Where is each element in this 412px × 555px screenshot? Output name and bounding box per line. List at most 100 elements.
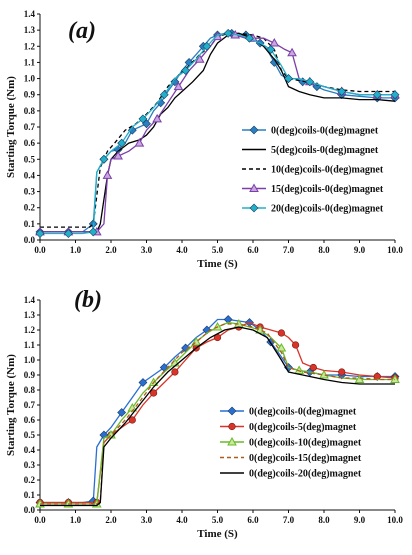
legend-entry-label: 0(deg)coils-10(deg)magnet: [249, 438, 362, 449]
legend-entry-label: 0(deg)coils-20(deg)magnet: [249, 469, 362, 480]
legend: 0(deg)coils-0(deg)magnet 5(deg)coils-0(de…: [242, 126, 384, 215]
data-point: [134, 138, 145, 147]
y-tick-label: 1.2: [24, 325, 36, 335]
series-line: [40, 32, 396, 233]
x-axis-title: Time (S): [197, 258, 238, 270]
legend-swatch-marker: [249, 125, 259, 135]
data-point: [284, 74, 293, 83]
y-tick-label: 0.9: [24, 370, 36, 380]
x-tick-label: 2.0: [105, 245, 117, 255]
y-tick-label: 0.6: [24, 415, 36, 425]
legend-entry-label: 5(deg)coils-0(deg)magnet: [271, 145, 379, 156]
y-axis-title: Starting Torque (Nm): [5, 354, 17, 456]
panel-label: (a): [68, 18, 96, 44]
data-point: [354, 374, 365, 383]
y-tick-label: 0.1: [24, 219, 36, 229]
legend-entry-label: 0(deg)coils-15(deg)magnet: [249, 453, 362, 464]
y-tick-label: 0.8: [24, 385, 36, 395]
data-point: [102, 170, 113, 179]
legend-swatch-marker: [228, 422, 236, 431]
data-point: [337, 87, 347, 96]
x-tick-label: 9.0: [354, 515, 366, 525]
data-point: [294, 365, 305, 374]
legend-swatch-marker: [249, 203, 259, 213]
y-tick-label: 1.3: [24, 310, 36, 320]
y-tick-label: 0.7: [24, 122, 36, 132]
data-point: [292, 341, 300, 349]
y-tick-label: 0.2: [24, 203, 36, 213]
data-point: [117, 408, 127, 417]
y-tick-label: 0.5: [24, 154, 36, 164]
legend: 0(deg)coils-0(deg)magnet 0(deg)coils-5(de…: [220, 407, 362, 480]
data-point: [266, 45, 276, 54]
x-tick-label: 1.0: [70, 515, 82, 525]
data-point: [319, 369, 329, 379]
x-tick-label: 5.0: [212, 245, 224, 255]
data-point: [170, 77, 180, 87]
x-tick-label: 7.0: [283, 515, 295, 525]
y-tick-label: 0.0: [24, 235, 36, 245]
x-tick-label: 8.0: [318, 245, 330, 255]
x-tick-label: 1.0: [70, 245, 82, 255]
x-tick-label: 10.0: [387, 245, 403, 255]
x-tick-label: 6.0: [247, 515, 259, 525]
y-tick-label: 0.0: [24, 505, 36, 515]
data-point: [63, 229, 73, 238]
data-point: [171, 368, 179, 376]
panel-label: (b): [74, 287, 102, 313]
y-tick-label: 1.3: [24, 25, 36, 35]
data-point: [150, 389, 158, 397]
data-point: [99, 154, 109, 164]
x-axis-title: Time (S): [197, 528, 238, 540]
data-point: [35, 229, 45, 238]
y-tick-label: 1.1: [24, 57, 36, 67]
data-point: [245, 33, 254, 43]
data-point: [202, 41, 212, 51]
series-line: [40, 321, 395, 505]
x-tick-label: 8.0: [318, 515, 330, 525]
series-4: [40, 323, 395, 505]
y-tick-label: 0.8: [24, 106, 36, 116]
x-tick-label: 4.0: [176, 245, 188, 255]
y-tick-label: 1.0: [24, 74, 36, 84]
y-tick-label: 0.4: [24, 170, 36, 180]
series-3: [40, 32, 395, 228]
x-tick-label: 9.0: [354, 245, 366, 255]
chart-panel-1: 0.0 0.1 0.2 0.3 0.4 0.5 0.6 0.7 0.8 0.9 1.0 1.1 1.2 1…: [5, 9, 403, 270]
legend-entry-label: 10(deg)coils-0(deg)magnet: [271, 165, 384, 176]
legend-swatch-marker: [227, 406, 237, 416]
series-line: [40, 323, 395, 505]
series-5: [40, 326, 395, 507]
y-tick-label: 0.4: [24, 445, 36, 455]
x-tick-label: 3.0: [141, 515, 153, 525]
data-point: [117, 138, 127, 148]
y-axis-title: Starting Torque (Nm): [5, 76, 17, 178]
x-tick-label: 10.0: [387, 515, 403, 525]
data-point: [181, 66, 190, 75]
data-point: [269, 38, 280, 47]
data-point: [173, 81, 184, 91]
data-point: [138, 378, 148, 387]
series-line: [40, 326, 395, 507]
y-tick-label: 1.2: [24, 41, 36, 51]
legend-entry-label: 0(deg)coils-0(deg)magnet: [271, 126, 379, 137]
data-point: [372, 90, 382, 100]
legend-swatch-marker: [249, 183, 259, 192]
series-5: [35, 28, 400, 238]
x-tick-label: 6.0: [247, 245, 259, 255]
data-point: [88, 227, 98, 237]
y-tick-label: 1.1: [24, 340, 36, 350]
legend-entry-label: 20(deg)coils-0(deg)magnet: [271, 204, 384, 215]
y-tick-label: 0.7: [24, 400, 36, 410]
y-tick-label: 0.3: [24, 187, 36, 197]
x-tick-label: 3.0: [141, 245, 153, 255]
x-tick-label: 0.0: [34, 245, 46, 255]
data-point: [269, 58, 279, 67]
chart-panel-2: 0.0 0.1 0.2 0.3 0.4 0.5 0.6 0.7 0.8 0.9 1.0 1.1 1.2 1…: [5, 287, 403, 540]
y-tick-label: 1.4: [24, 295, 36, 305]
y-tick-label: 0.5: [24, 430, 36, 440]
y-tick-label: 0.9: [24, 90, 36, 100]
data-point: [276, 342, 287, 352]
